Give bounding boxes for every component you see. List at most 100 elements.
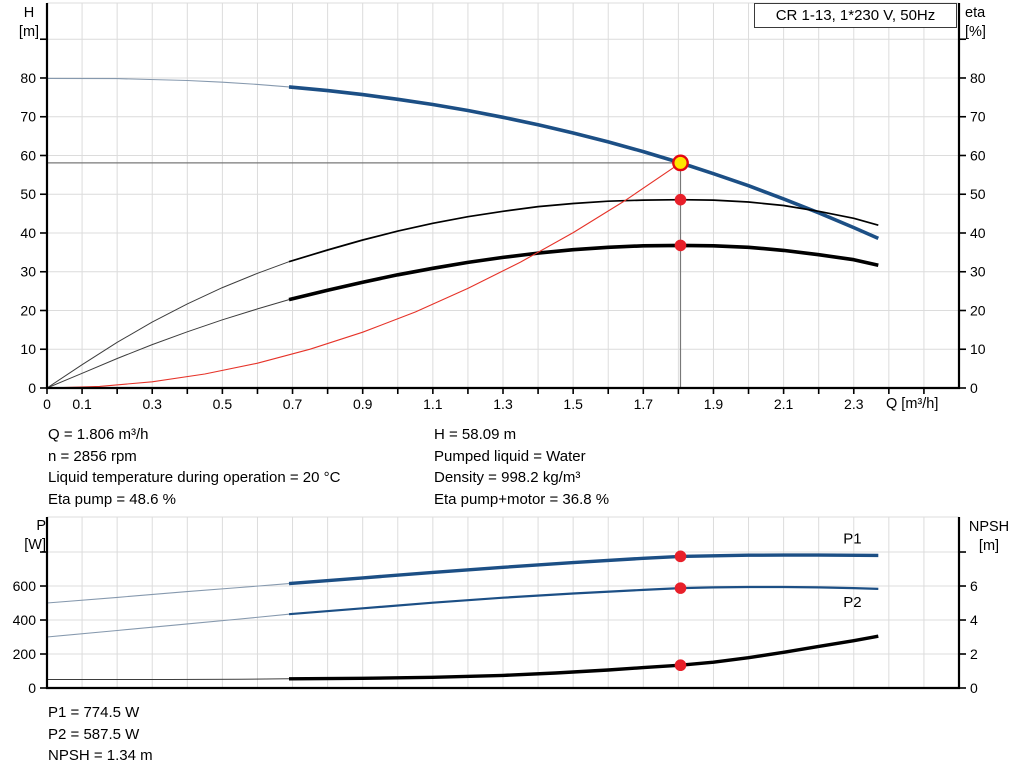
eta-axis-label-unit: [%] xyxy=(965,24,986,40)
power-npsh-chart: P1 P2 0 200 400 600 0 2 4 6 xyxy=(13,516,978,696)
duty-dot-marker xyxy=(674,659,687,672)
head-axis-label-unit: [m] xyxy=(18,24,40,40)
y-left-tick-label: 0 xyxy=(28,380,36,396)
series-hq-curve-ext xyxy=(46,77,290,88)
tick-marks xyxy=(40,551,966,689)
y-left-tick-label: 400 xyxy=(13,612,37,628)
grid-lines xyxy=(47,516,959,688)
y-left-tick-label: 80 xyxy=(20,70,36,86)
info-speed: n = 2856 rpm xyxy=(48,447,137,465)
y-right-tick-label: 40 xyxy=(970,225,986,241)
series-eta-pump xyxy=(288,198,879,263)
flow-axis-label: Q [m³/h] xyxy=(886,396,939,412)
head-axis-label-symbol: H xyxy=(23,5,35,21)
x-tick-label: 1.7 xyxy=(634,396,654,412)
y-left-tick-label: 40 xyxy=(20,225,36,241)
series-hq-curve xyxy=(288,85,880,241)
series-eta-pump-motor-ext xyxy=(46,299,290,389)
power-axis-label-symbol: P xyxy=(36,518,46,534)
series-p1-curve-ext xyxy=(46,583,290,604)
npsh-axis-label-symbol: NPSH xyxy=(968,519,1010,535)
tick-marks xyxy=(40,38,966,394)
info-npsh: NPSH = 1.34 m xyxy=(48,747,153,765)
series-label-p2: P2 xyxy=(843,594,861,611)
info-pumped-liquid: Pumped liquid = Water xyxy=(434,447,586,465)
y-right-tick-label: 20 xyxy=(970,302,986,318)
duty-dot-marker xyxy=(674,550,687,563)
series-p2-curve xyxy=(288,585,879,616)
duty-info-right-column: H = 58.09 m Pumped liquid = Water Densit… xyxy=(434,424,609,511)
y-right-tick-label: 80 xyxy=(970,70,986,86)
y-left-tick-label: 30 xyxy=(20,264,36,280)
y-left-tick-label: 20 xyxy=(20,302,36,318)
info-eta-pump-motor: Eta pump+motor = 36.8 % xyxy=(434,491,610,509)
x-tick-label: 0.1 xyxy=(72,396,92,412)
npsh-axis-label: NPSH [m] xyxy=(962,518,1016,556)
x-tick-label: 1.9 xyxy=(704,396,724,412)
series-npsh-curve xyxy=(288,634,879,681)
y-right-tick-label: 4 xyxy=(970,612,978,628)
info-p2: P2 = 587.5 W xyxy=(48,725,140,743)
x-tick-label: 0 xyxy=(43,396,51,412)
head-axis-label: H [m] xyxy=(12,4,46,42)
y-right-tick-label: 30 xyxy=(970,264,986,280)
y-right-tick-label: 50 xyxy=(970,186,986,202)
x-tick-label: 2.1 xyxy=(774,396,794,412)
info-eta-pump: Eta pump = 48.6 % xyxy=(48,491,176,509)
y-right-tick-label: 10 xyxy=(970,341,986,357)
y-right-tick-label: 60 xyxy=(970,147,986,163)
series-p1-curve xyxy=(288,553,879,586)
y-right-tick-label: 0 xyxy=(970,680,978,696)
y-left-tick-label: 10 xyxy=(20,341,36,357)
y-right-tick-label: 6 xyxy=(970,578,978,594)
info-flow: Q = 1.806 m³/h xyxy=(48,426,149,443)
y-left-tick-label: 70 xyxy=(20,109,36,125)
duty-crosshair xyxy=(47,162,682,388)
y-right-tick-label: 70 xyxy=(970,109,986,125)
power-axis-label-unit: [W] xyxy=(24,537,46,553)
series-eta-pump-ext xyxy=(46,261,290,389)
x-tick-label: 0.7 xyxy=(283,396,303,412)
series-npsh-curve-ext xyxy=(47,678,290,680)
power-axis-label: P [W] xyxy=(8,517,46,555)
y-left-tick-label: 200 xyxy=(13,646,37,662)
info-p1: P1 = 774.5 W xyxy=(48,704,140,721)
eta-axis-label-symbol: eta xyxy=(965,5,986,21)
series-p2-curve-ext xyxy=(46,613,290,638)
grid-lines xyxy=(47,2,959,388)
power-info-column: P1 = 774.5 W P2 = 587.5 W NPSH = 1.34 m xyxy=(48,702,153,767)
duty-dot-marker xyxy=(674,582,687,594)
head-efficiency-chart: 0 0.1 0.3 0.5 0.7 0.9 1.1 1.3 1.5 1.7 1.9 2.1 2.3 0 10… xyxy=(20,2,986,412)
series-eta-pump-motor xyxy=(288,243,879,302)
y-left-tick-label: 600 xyxy=(13,578,37,594)
info-head: H = 58.09 m xyxy=(434,426,517,443)
y-left-tick-label: 60 xyxy=(20,147,36,163)
tick-labels: 0 200 400 600 0 2 4 6 xyxy=(13,578,978,696)
duty-dot-marker xyxy=(674,239,687,252)
info-liquid-temperature: Liquid temperature during operation = 20… xyxy=(48,469,341,487)
duty-point-marker xyxy=(672,154,689,172)
tick-labels: 0 0.1 0.3 0.5 0.7 0.9 1.1 1.3 1.5 1.7 1.9 2.1 2.3 0 10… xyxy=(20,70,985,412)
duty-dot-marker xyxy=(674,193,687,206)
x-tick-label: 0.3 xyxy=(142,396,162,412)
x-tick-label: 1.5 xyxy=(563,396,583,412)
x-tick-label: 0.9 xyxy=(353,396,373,412)
x-tick-label: 1.1 xyxy=(423,396,443,412)
duty-info-left-column: Q = 1.806 m³/h n = 2856 rpm Liquid tempe… xyxy=(48,424,340,511)
info-density: Density = 998.2 kg/m³ xyxy=(434,469,581,487)
y-right-tick-label: 2 xyxy=(970,646,978,662)
axes xyxy=(45,517,961,690)
y-left-tick-label: 50 xyxy=(20,186,36,202)
pump-model-title: CR 1-13, 1*230 V, 50Hz xyxy=(754,3,957,28)
y-right-tick-label: 0 xyxy=(970,380,978,396)
x-tick-label: 0.5 xyxy=(213,396,233,412)
series-label-p1: P1 xyxy=(843,530,861,547)
eta-axis-label: eta [%] xyxy=(965,4,1009,42)
npsh-axis-label-unit: [m] xyxy=(978,538,1000,554)
y-left-tick-label: 0 xyxy=(28,680,36,696)
series-system-curve xyxy=(46,162,681,389)
x-tick-label: 1.3 xyxy=(493,396,513,412)
x-tick-label: 2.3 xyxy=(844,396,864,412)
